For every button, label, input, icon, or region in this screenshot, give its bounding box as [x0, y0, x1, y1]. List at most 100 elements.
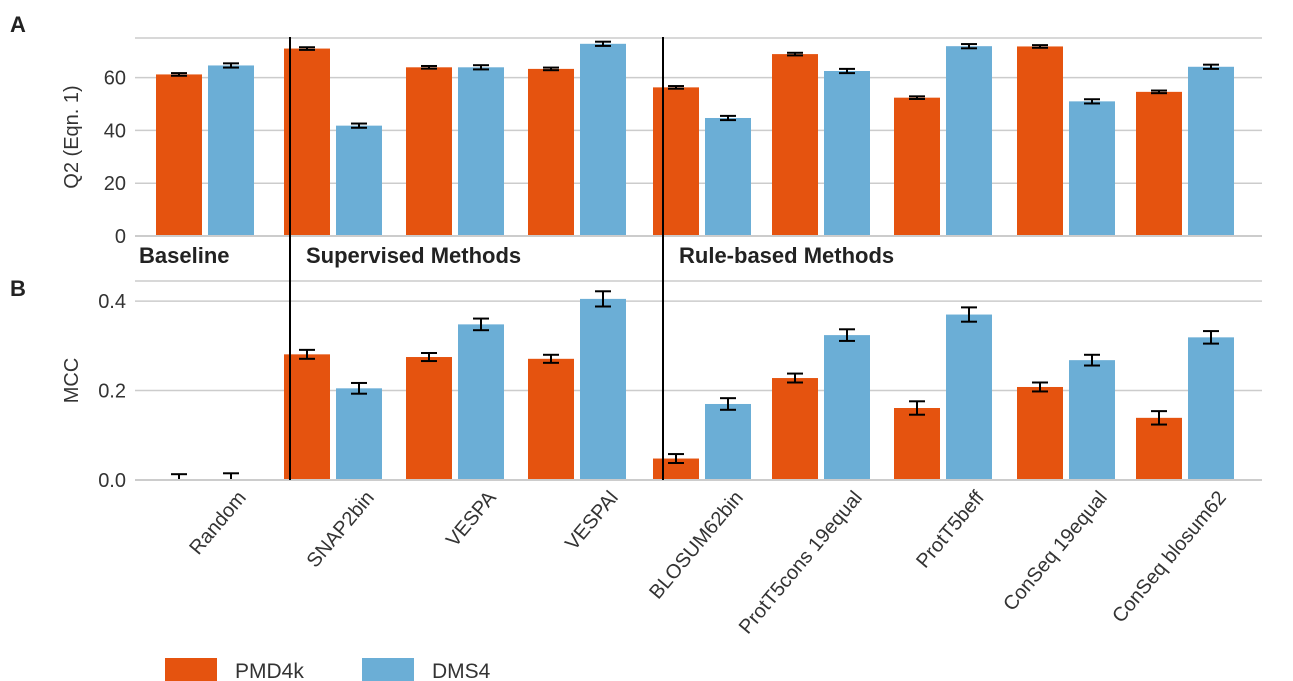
group-label-baseline: Baseline	[139, 243, 230, 268]
bar-b-pmd4k-8	[1136, 417, 1182, 480]
errorbar-b-pmd4k-3	[543, 353, 559, 364]
bar-b-pmd4k-3	[528, 358, 574, 480]
panel-b-mcc: 0.0 0.2 0.4 MCC	[61, 280, 1262, 492]
y-tick-b-2: 0.4	[98, 291, 126, 313]
bar-a-dms4-5	[824, 71, 870, 236]
errorbar-b-dms4-8	[1203, 330, 1219, 345]
legend-swatch-pmd4k	[165, 658, 217, 681]
bar-a-pmd4k-3	[528, 68, 574, 236]
panel-letter-b: B	[10, 276, 26, 301]
bar-a-dms4-0	[208, 65, 254, 237]
errorbar-a-dms4-7	[1084, 98, 1100, 105]
y-tick-b-1: 0.2	[98, 381, 126, 403]
errorbar-a-pmd4k-4	[668, 85, 684, 90]
errorbar-a-pmd4k-5	[787, 51, 803, 57]
x-tick-label-4: BLOSUM62bin	[645, 487, 748, 603]
bar-a-pmd4k-0	[156, 74, 202, 236]
bar-a-dms4-8	[1188, 66, 1234, 236]
bar-a-dms4-3	[580, 43, 626, 236]
group-label-supervised: Supervised Methods	[306, 243, 521, 268]
bar-b-dms4-8	[1188, 337, 1234, 480]
errorbar-a-dms4-4	[720, 114, 736, 122]
bar-b-pmd4k-7	[1017, 386, 1063, 480]
bar-b-dms4-6	[946, 314, 992, 480]
legend-label-dms4: DMS4	[432, 660, 491, 681]
errorbar-b-pmd4k-8	[1151, 410, 1167, 426]
bar-a-pmd4k-1	[284, 48, 330, 237]
errorbar-b-dms4-5	[839, 328, 855, 342]
group-label-rule-based: Rule-based Methods	[679, 243, 894, 268]
y-tick-a-2: 40	[104, 120, 126, 142]
errorbar-b-dms4-2	[473, 317, 489, 332]
y-axis-title-b: MCC	[61, 358, 83, 404]
y-axis-title-a: Q2 (Eqn. 1)	[61, 85, 83, 188]
x-tick-labels: Random SNAP2bin VESPA VESPAl BLOSUM62binProt…	[185, 487, 1230, 639]
errorbar-b-pmd4k-6	[909, 400, 925, 416]
bar-b-dms4-2	[458, 324, 504, 480]
x-tick-label-3: VESPAl	[561, 487, 623, 555]
x-tick-label-1: SNAP2bin	[303, 487, 379, 572]
errorbar-a-dms4-2	[473, 64, 489, 71]
errorbar-a-dms4-0	[223, 62, 239, 69]
y-tick-a-1: 20	[104, 173, 126, 195]
bar-b-pmd4k-1	[284, 354, 330, 480]
x-tick-label-8: ConSeq blosum62	[1108, 487, 1231, 627]
bar-b-dms4-5	[824, 335, 870, 480]
errorbar-a-pmd4k-2	[421, 64, 437, 70]
bar-b-dms4-4	[705, 403, 751, 480]
errorbar-a-dms4-8	[1203, 63, 1219, 70]
errorbar-b-pmd4k-2	[421, 351, 437, 363]
errorbar-b-dms4-1	[351, 381, 367, 395]
bar-a-dms4-1	[336, 125, 382, 236]
panel-letter-a: A	[10, 12, 26, 37]
errorbar-b-dms4-3	[595, 290, 611, 308]
errorbar-a-dms4-3	[595, 40, 611, 47]
errorbar-b-dms4-6	[961, 306, 977, 323]
x-tick-label-0: Random	[185, 487, 250, 559]
bar-a-dms4-2	[458, 67, 504, 236]
bar-a-pmd4k-8	[1136, 91, 1182, 236]
errorbar-a-dms4-5	[839, 67, 855, 75]
legend-label-pmd4k: PMD4k	[235, 660, 304, 681]
bar-b-dms4-3	[580, 298, 626, 480]
x-tick-label-5: ProtT5cons 19equal	[735, 487, 867, 638]
bar-a-dms4-4	[705, 117, 751, 236]
errorbar-b-dms4-7	[1084, 353, 1100, 367]
errorbar-b-dms4-0	[223, 472, 239, 481]
errorbar-b-dms4-4	[720, 397, 736, 411]
y-tick-b-0: 0.0	[98, 470, 126, 492]
errorbar-b-pmd4k-5	[787, 372, 803, 384]
y-tick-a-0: 0	[115, 226, 126, 248]
errorbar-a-dms4-1	[351, 122, 367, 129]
errorbar-b-pmd4k-7	[1032, 381, 1048, 393]
bar-b-pmd4k-4	[653, 458, 699, 480]
bar-a-dms4-7	[1069, 101, 1115, 236]
bar-b-dms4-7	[1069, 360, 1115, 480]
errorbar-a-pmd4k-7	[1032, 44, 1048, 49]
x-tick-label-7: ConSeq 19equal	[999, 487, 1112, 615]
bar-a-pmd4k-7	[1017, 46, 1063, 237]
bar-b-pmd4k-5	[772, 378, 818, 480]
bar-a-pmd4k-2	[406, 67, 452, 236]
errorbar-a-pmd4k-6	[909, 95, 925, 100]
legend: PMD4k DMS4	[165, 658, 491, 681]
errorbar-a-dms4-6	[961, 43, 977, 50]
errorbar-b-pmd4k-4	[668, 453, 684, 465]
errorbar-a-pmd4k-3	[543, 66, 559, 72]
errorbar-a-pmd4k-8	[1151, 89, 1167, 95]
panel-a-q2: 0 20 40 60 Q2 (Eqn. 1)	[61, 37, 1262, 281]
bar-a-pmd4k-6	[894, 97, 940, 236]
errorbar-a-pmd4k-0	[171, 72, 187, 77]
x-tick-label-6: ProtT5beff	[912, 487, 989, 573]
errorbar-b-pmd4k-1	[299, 348, 315, 360]
bar-b-pmd4k-6	[894, 408, 940, 480]
bar-a-dms4-6	[946, 46, 992, 237]
errorbar-a-pmd4k-1	[299, 46, 315, 51]
bar-a-pmd4k-4	[653, 87, 699, 236]
legend-swatch-dms4	[362, 658, 414, 681]
bar-b-pmd4k-2	[406, 357, 452, 480]
bar-b-dms4-1	[336, 388, 382, 480]
bar-a-pmd4k-5	[772, 54, 818, 236]
y-tick-a-3: 60	[104, 68, 126, 90]
